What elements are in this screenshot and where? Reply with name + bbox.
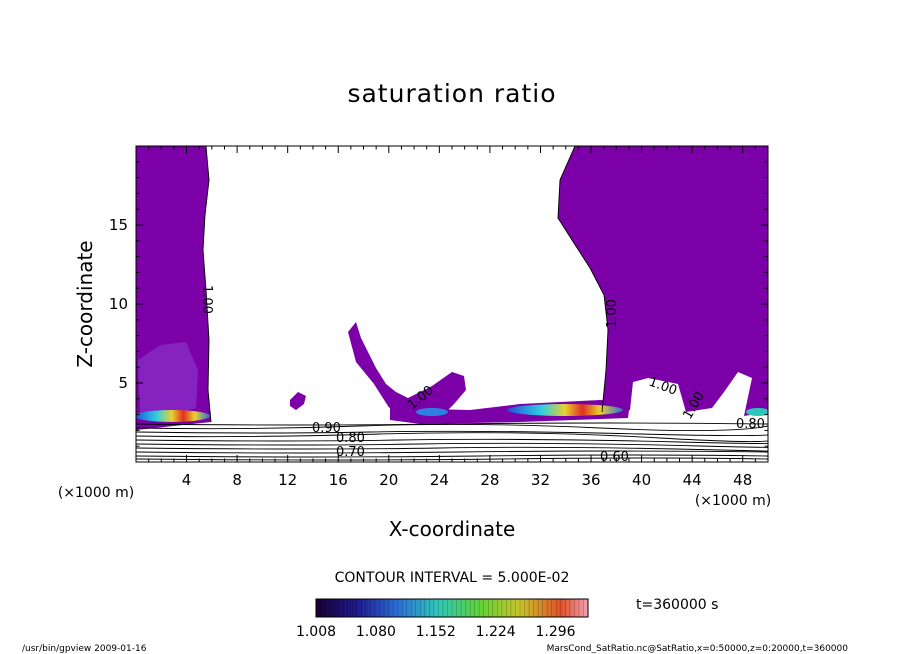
right-spot — [746, 408, 768, 416]
time-label: t=360000 s — [636, 597, 718, 613]
colorbar-tick-label: 1.224 — [476, 624, 516, 640]
x-tick-label: 20 — [379, 471, 398, 489]
plot-area: 1.00 1.00 1.00 1.00 0.90 0.80 0.70 1.00 … — [136, 146, 768, 465]
colorbar-ticks: 1.008 1.080 1.152 1.224 1.296 — [296, 624, 576, 640]
contour-line — [202, 146, 212, 423]
footer-right: MarsCond_SatRatio.nc@SatRatio,x=0:50000,… — [547, 644, 849, 654]
small-patch — [290, 392, 306, 410]
contour-label: 1.00 — [199, 285, 214, 314]
y-axis-label: Z-coordinate — [73, 240, 97, 367]
y-tick-label: 10 — [109, 295, 128, 313]
contour-line — [136, 454, 768, 458]
contour-label: 0.90 — [312, 421, 341, 436]
x-tick-label: 36 — [581, 471, 600, 489]
contour-line — [557, 146, 609, 413]
x-tick-label: 32 — [531, 471, 550, 489]
high-ratio-spots — [136, 342, 768, 422]
colorbar-stripes — [320, 599, 584, 617]
x-tick-label: 12 — [278, 471, 297, 489]
contour-line — [136, 432, 768, 443]
x-tick-label: 48 — [733, 471, 752, 489]
x-tick-label: 44 — [683, 471, 702, 489]
contour-interval: CONTOUR INTERVAL = 5.000E-02 — [335, 570, 570, 586]
x-axis: 4 8 12 16 20 24 28 32 36 40 44 48 — [148, 146, 756, 489]
y-tick-label: 5 — [118, 374, 128, 392]
x-axis-label: X-coordinate — [389, 517, 516, 541]
x-axis-unit: (×1000 m) — [695, 493, 771, 509]
mid-spot — [416, 408, 448, 416]
chart-title: saturation ratio — [347, 79, 556, 108]
x-tick-label: 4 — [182, 471, 192, 489]
contour-line — [136, 438, 768, 445]
contour-label: 0.70 — [336, 445, 365, 460]
footer-left: /usr/bin/gpview 2009-01-16 — [22, 644, 147, 654]
x-tick-label: 16 — [329, 471, 348, 489]
contour-line — [136, 423, 768, 432]
contour-lines — [136, 146, 768, 461]
contour-line — [136, 457, 768, 461]
x-tick-label: 24 — [430, 471, 449, 489]
colorbar — [315, 598, 589, 618]
contour-label: 1.00 — [605, 299, 620, 328]
y-axis: 5 10 15 — [109, 161, 768, 447]
y-tick-label: 15 — [109, 216, 128, 234]
contour-line — [136, 450, 768, 454]
x-tick-label: 28 — [480, 471, 499, 489]
z-axis-unit: (×1000 m) — [58, 485, 134, 501]
contour-label: 0.80 — [736, 417, 765, 432]
contour-label: 0.60 — [600, 450, 629, 465]
colorbar-tick-label: 1.080 — [356, 624, 396, 640]
x-tick-label: 8 — [232, 471, 242, 489]
contour-line — [136, 446, 768, 452]
center-spot — [507, 404, 623, 416]
left-spot — [136, 410, 210, 422]
left-spot-light — [138, 342, 198, 416]
contour-label: 0.80 — [336, 431, 365, 446]
colorbar-tick-label: 1.296 — [536, 624, 576, 640]
x-tick-label: 40 — [632, 471, 651, 489]
central-plume — [348, 322, 466, 420]
colorbar-tick-label: 1.008 — [296, 624, 336, 640]
contour-line — [136, 442, 768, 448]
colorbar-tick-label: 1.152 — [416, 624, 456, 640]
contour-line — [136, 430, 768, 437]
right-plume — [558, 146, 768, 416]
